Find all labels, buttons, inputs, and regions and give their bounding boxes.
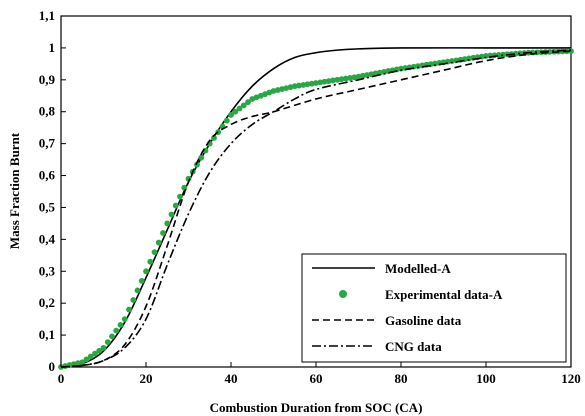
data-point (134, 287, 141, 294)
data-point (240, 102, 247, 109)
data-point (83, 356, 90, 363)
y-tick-label: 0,7 (39, 136, 56, 151)
x-tick-label: 120 (561, 371, 581, 386)
data-point (113, 327, 120, 334)
y-tick-label: 0 (49, 359, 56, 374)
data-point (291, 83, 298, 90)
legend-swatch-marker (339, 290, 347, 298)
data-point (330, 77, 336, 84)
data-point (351, 74, 358, 81)
data-point (321, 78, 328, 85)
data-point (512, 50, 519, 57)
data-point (432, 60, 438, 67)
data-point (342, 75, 349, 82)
x-tick-label: 20 (140, 371, 153, 386)
data-point (338, 76, 345, 83)
data-point (117, 321, 124, 328)
x-tick-label: 60 (310, 371, 323, 386)
y-tick-label: 1 (49, 40, 56, 55)
data-point (172, 202, 179, 209)
data-point (138, 277, 145, 284)
y-tick-label: 0,5 (39, 199, 56, 214)
x-tick-label: 100 (476, 371, 496, 386)
series-line-3 (60, 49, 572, 368)
series-line-0 (60, 47, 571, 368)
ticks-layer: 0 20 40 60 80 100 120 0 0,1 0,2 0,3 0,4 0,5 0,6 0,7 0,8… (39, 8, 581, 386)
y-tick-label: 0,4 (39, 231, 56, 246)
data-point (147, 258, 154, 265)
data-point (449, 58, 455, 64)
data-point (79, 359, 86, 366)
data-point (155, 239, 162, 246)
data-point (211, 134, 217, 141)
legend-label: CNG data (385, 339, 442, 354)
legend-label: Experimental data-A (385, 287, 503, 302)
data-point (325, 78, 332, 84)
data-point (245, 99, 251, 106)
data-point (92, 350, 98, 357)
series-layer (58, 47, 574, 370)
data-point (109, 333, 115, 340)
data-point (151, 249, 158, 256)
data-point (347, 75, 353, 81)
data-point (415, 63, 421, 69)
x-tick-label: 0 (58, 371, 65, 386)
data-point (232, 108, 239, 115)
data-point (177, 193, 183, 200)
data-point (223, 117, 230, 124)
data-point (198, 154, 205, 161)
data-point (121, 316, 128, 323)
data-point (104, 339, 111, 346)
data-point (160, 230, 166, 236)
data-point (194, 161, 200, 168)
data-point (398, 65, 404, 72)
data-point (236, 105, 243, 112)
x-tick-label: 40 (225, 371, 238, 386)
data-point (300, 82, 307, 88)
legend-label: Gasoline data (385, 313, 462, 328)
data-point (317, 79, 324, 86)
data-point (313, 80, 319, 86)
data-point (304, 81, 311, 88)
y-axis-label: Mass Fraction Burnt (7, 132, 22, 249)
legend-box (301, 253, 567, 363)
legend-label: Modelled-A (385, 261, 451, 276)
data-point (308, 80, 315, 87)
y-tick-label: 0,9 (39, 72, 56, 87)
data-point (87, 353, 94, 360)
x-axis-label: Combustion Duration from SOC (CA) (210, 400, 423, 415)
data-point (96, 347, 103, 354)
series-line-2 (60, 50, 572, 368)
y-tick-label: 0,2 (39, 295, 55, 310)
data-point (296, 82, 302, 89)
data-point (164, 220, 171, 227)
data-point (168, 211, 175, 218)
y-tick-label: 0,8 (39, 104, 56, 119)
x-tick-label: 80 (395, 371, 408, 386)
y-tick-label: 0,1 (39, 327, 55, 342)
y-tick-label: 1,1 (39, 8, 55, 23)
data-point (130, 297, 137, 303)
legend: Modelled-A Experimental data-A Gasoline da… (301, 253, 567, 363)
y-tick-label: 0,6 (39, 168, 56, 183)
y-tick-label: 0,3 (39, 263, 56, 278)
data-point (126, 306, 132, 313)
data-point (143, 268, 149, 275)
data-point (334, 76, 341, 83)
data-point (100, 344, 107, 351)
data-point (228, 112, 234, 118)
